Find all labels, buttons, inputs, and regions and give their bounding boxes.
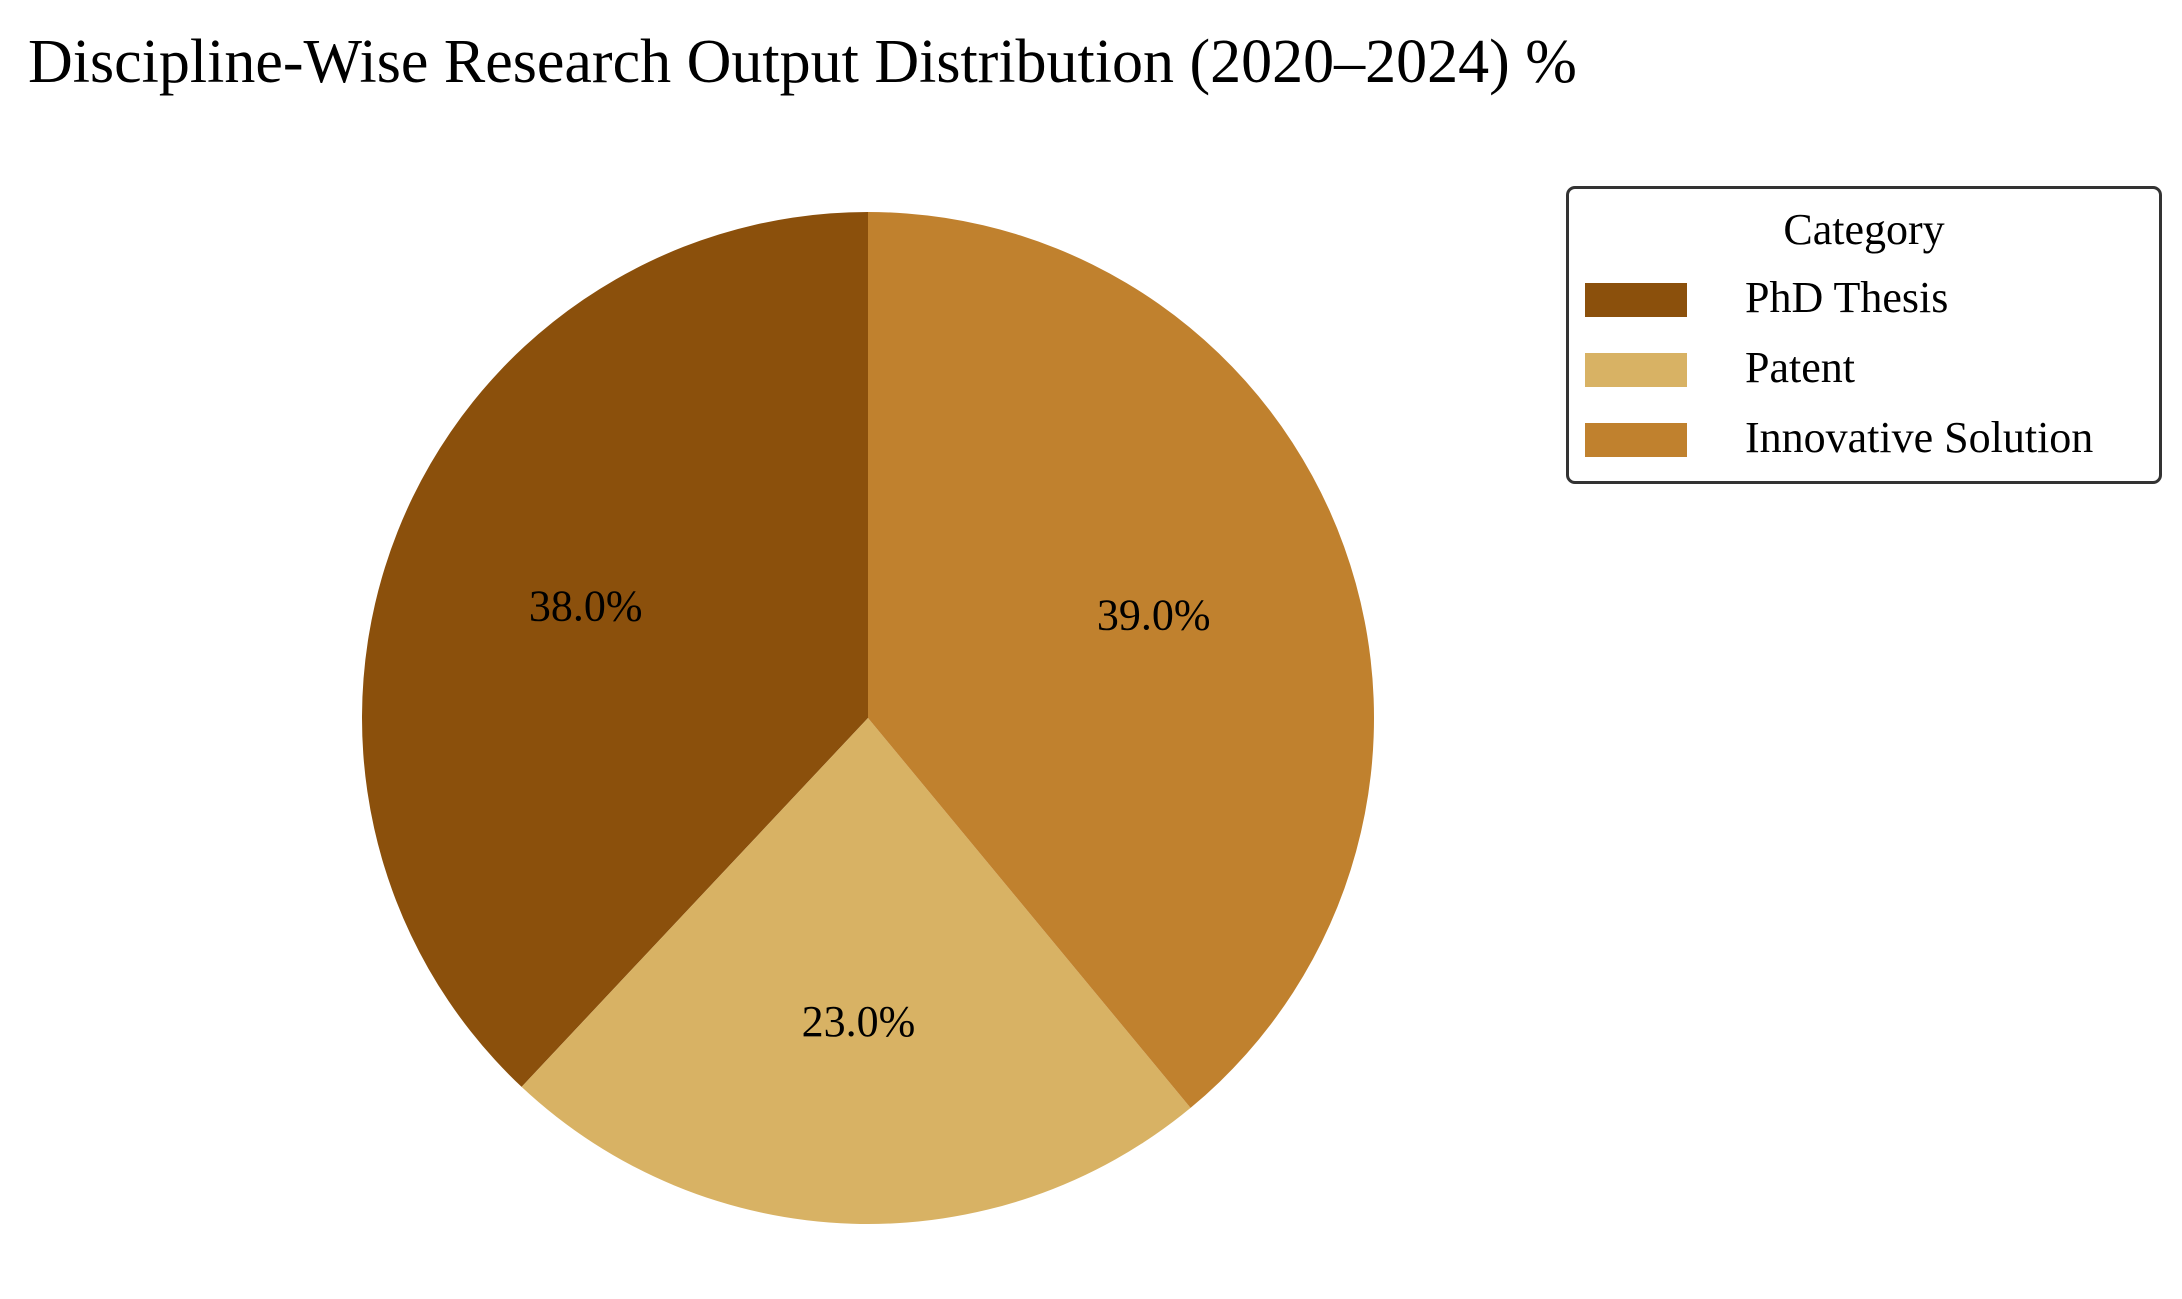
pie-slice-phd-thesis (361, 212, 868, 1087)
pie-label-innovative-solution: 39.0% (1097, 591, 1211, 640)
legend-item-innovative-solution: Innovative Solution (1585, 411, 2155, 465)
legend-swatch-patent (1585, 353, 1687, 387)
legend-swatch-phd-thesis (1585, 283, 1687, 317)
legend-item-phd-thesis: PhD Thesis (1585, 271, 2155, 325)
pie-label-patent: 23.0% (802, 997, 916, 1046)
legend-label-patent: Patent (1745, 343, 1855, 392)
pie-slices (361, 212, 1375, 1225)
legend-title: Category (1783, 205, 1945, 254)
pie-slice-innovative-solution (868, 212, 1375, 1108)
chart-title: Discipline-Wise Research Output Distribu… (28, 28, 1577, 96)
legend-item-patent: Patent (1585, 341, 2155, 395)
legend-label-phd-thesis: PhD Thesis (1745, 273, 1949, 322)
legend: Category PhD Thesis Patent Innovative So… (1566, 186, 2162, 484)
pie-label-phd-thesis: 38.0% (529, 582, 643, 631)
pie-slice-labels: 38.0% 23.0% 39.0% (529, 582, 1211, 1046)
legend-swatch-innovative-solution (1585, 423, 1687, 457)
pie-slice-patent (521, 718, 1191, 1225)
legend-label-innovative-solution: Innovative Solution (1745, 413, 2094, 462)
